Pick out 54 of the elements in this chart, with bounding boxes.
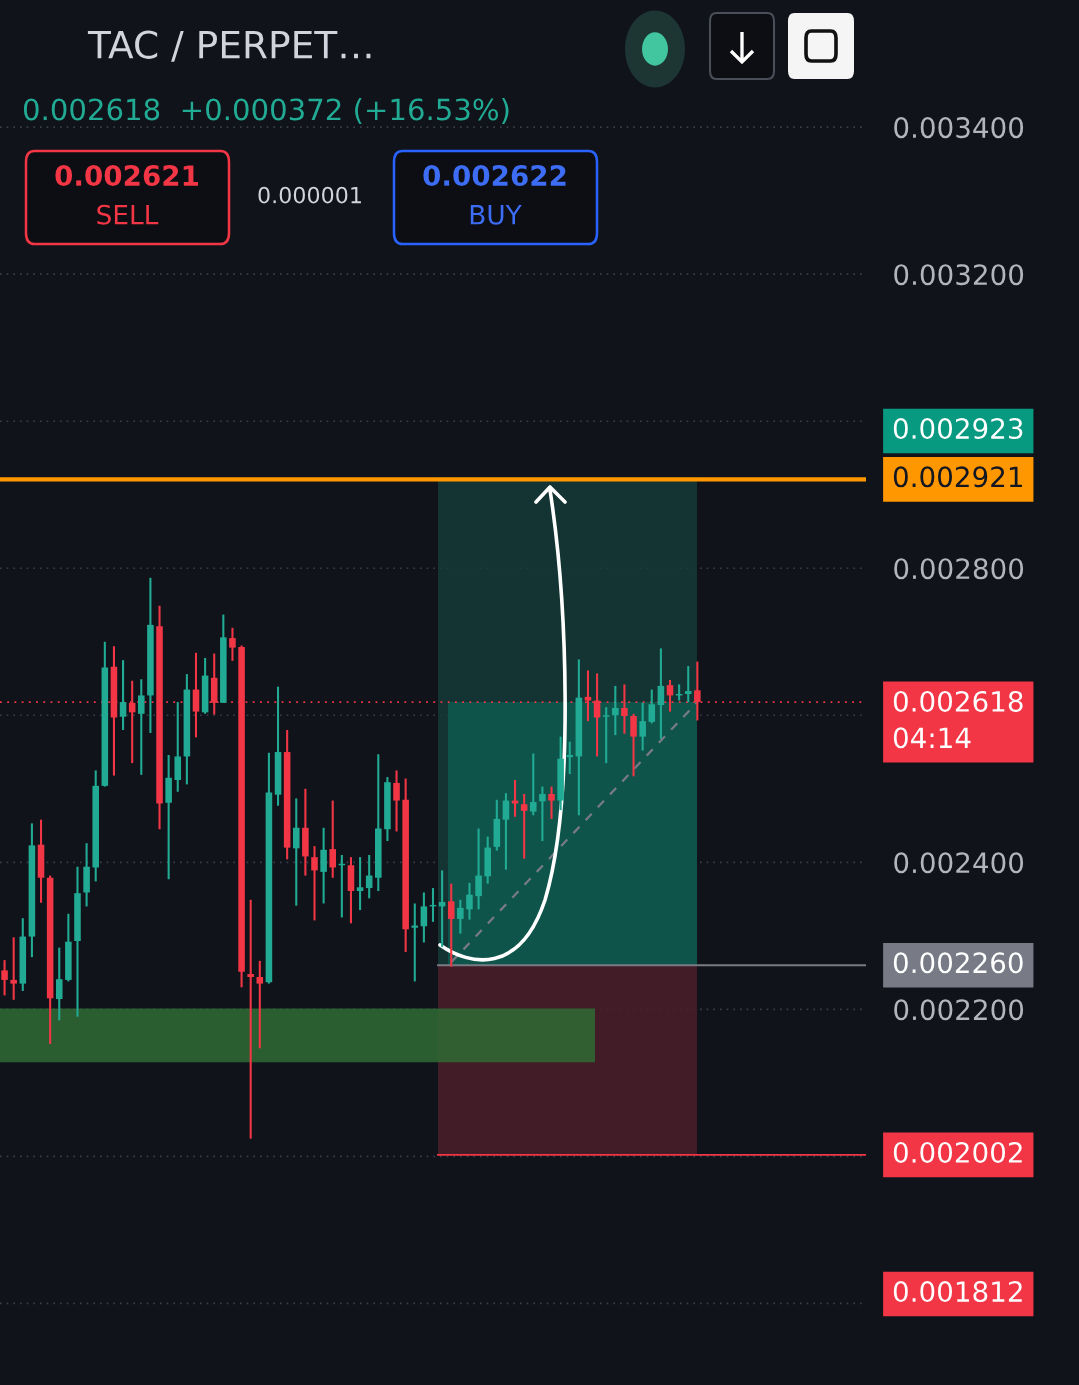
annotation: 0.002621 [55,165,199,187]
candlestick [420,891,428,944]
annotation: SELL [97,204,159,225]
annotation: 0.000001 [258,186,361,204]
annotation: 0.002622 [423,165,566,187]
y-tick-label: 0.002800 [894,558,1024,580]
ref-line-label: 0.002921 [893,466,1022,488]
text: 0.002618 +0.000372 (+16.53%) [23,97,509,124]
candlestick [256,959,264,1050]
candlestick [320,826,327,905]
candlestick [10,936,17,1001]
text: 0.002923 [893,418,1023,440]
candlestick [457,898,464,935]
candlestick [529,752,537,817]
text: TAC / PERPET… [87,30,371,62]
candlestick [329,799,337,879]
candlestick [192,651,200,739]
candlestick [630,712,637,778]
candlestick [684,665,692,704]
candlestick [247,898,254,1140]
candlestick [511,778,519,818]
candlestick [466,881,473,921]
candlestick [311,845,318,922]
ref-line-label: 0.002260 [893,952,1023,974]
candlestick [119,659,127,732]
candlestick [393,769,400,833]
candlestick [548,785,555,820]
candlestick [411,902,419,983]
ref-line-label: 0.002002 [893,1141,1022,1163]
candlestick [292,797,300,907]
y-tick-label: 0.002200 [894,999,1024,1021]
candlestick [648,688,656,725]
candlestick [447,882,455,968]
text: 0.001812 [893,1281,1022,1303]
candlestick [55,946,63,1022]
candlestick [1,959,8,997]
candlestick [174,701,182,793]
y-tick-label: 0.003200 [894,264,1024,286]
candlestick [502,792,510,871]
candlestick [657,647,665,740]
ref-line-label: 0.002618 04:14 [893,690,1023,749]
candlestick [475,827,482,911]
candlestick [356,856,364,912]
candlestick [229,626,236,662]
candlestick [520,792,528,860]
candlestick [566,740,574,776]
y-tick-label: 0.002400 [894,852,1024,874]
candlestick [602,706,610,765]
candlestick [138,678,145,776]
candlestick [612,684,619,737]
annotation: BUY [470,205,522,225]
y-tick-label: 0.003400 [894,117,1024,139]
candlestick [639,701,646,752]
candlestick [539,785,546,843]
